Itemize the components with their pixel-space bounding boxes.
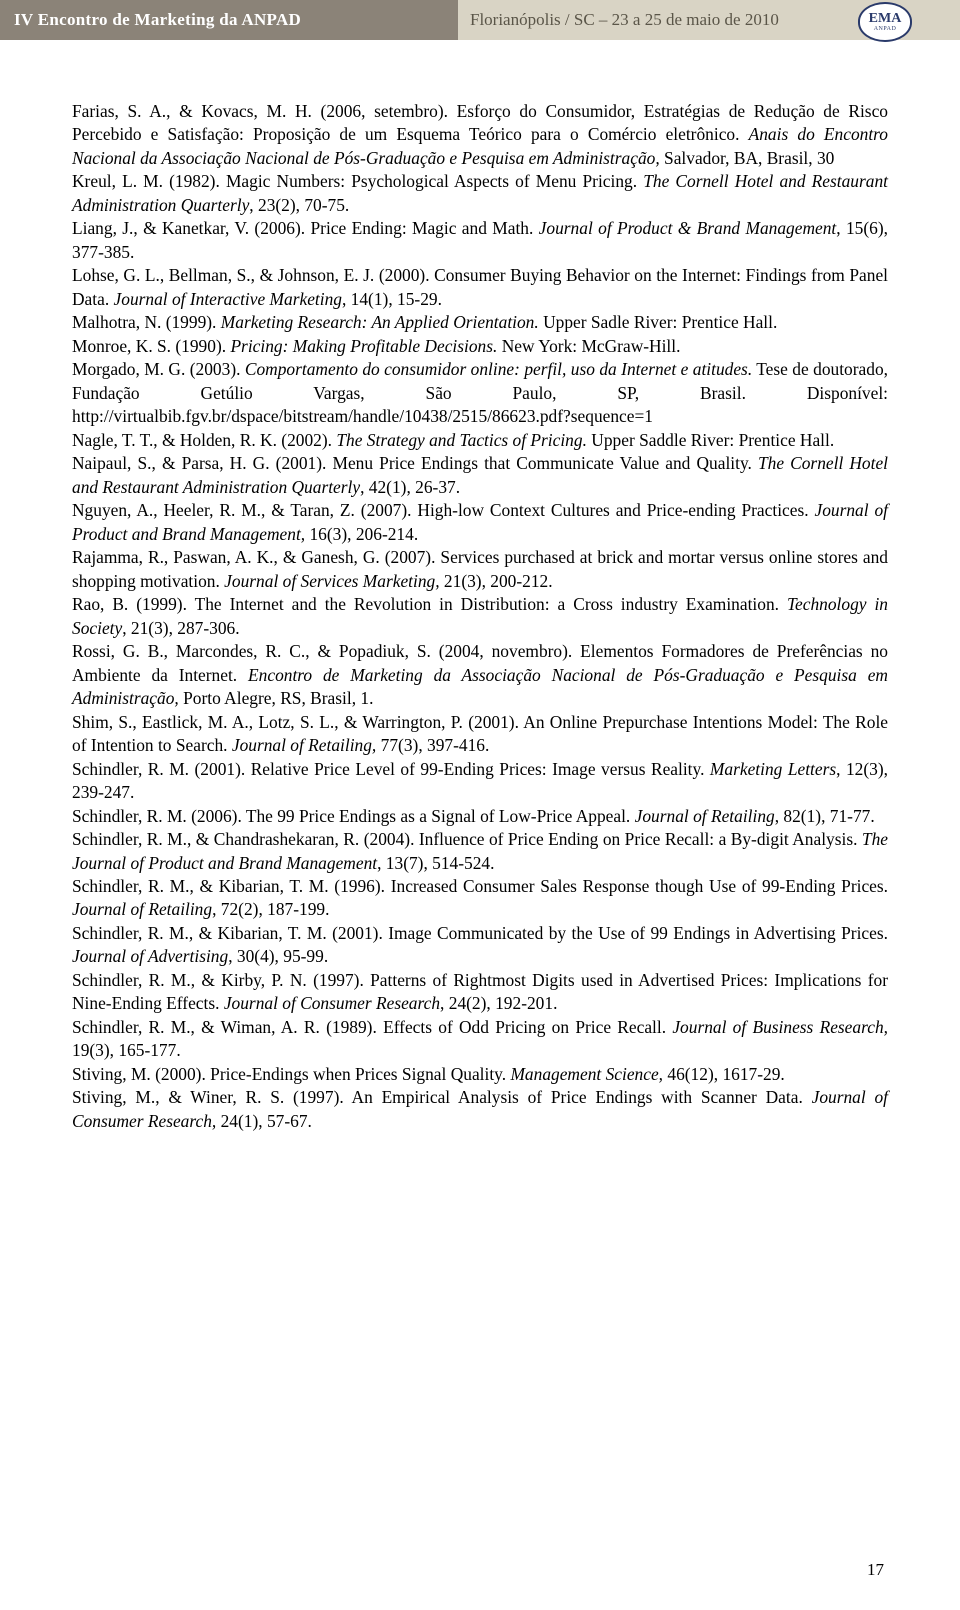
header-title-left: IV Encontro de Marketing da ANPAD	[0, 0, 458, 40]
ref-italic: Comportamento do consumidor online: perf…	[245, 359, 752, 379]
ref-italic: Journal of Retailing,	[232, 735, 376, 755]
page-number: 17	[867, 1560, 884, 1580]
ref-pre: Nagle, T. T., & Holden, R. K. (2002).	[72, 430, 336, 450]
ref-pre: Schindler, R. M. (2001). Relative Price …	[72, 759, 710, 779]
reference-entry: Schindler, R. M., & Kibarian, T. M. (200…	[72, 922, 888, 969]
ref-post: , 21(3), 287-306.	[122, 618, 239, 638]
ref-post: , 23(2), 70-75.	[249, 195, 349, 215]
ref-post: 21(3), 200-212.	[440, 571, 553, 591]
reference-entry: Schindler, R. M., & Chandrashekaran, R. …	[72, 828, 888, 875]
reference-entry: Monroe, K. S. (1990). Pricing: Making Pr…	[72, 335, 888, 358]
ref-pre: Schindler, R. M., & Kibarian, T. M. (199…	[72, 876, 888, 896]
ref-post: 77(3), 397-416.	[376, 735, 489, 755]
reference-entry: Kreul, L. M. (1982). Magic Numbers: Psyc…	[72, 170, 888, 217]
ema-logo: EMA ANPAD	[858, 2, 912, 42]
ref-pre: Stiving, M. (2000). Price-Endings when P…	[72, 1064, 510, 1084]
reference-entry: Farias, S. A., & Kovacs, M. H. (2006, se…	[72, 100, 888, 170]
reference-entry: Schindler, R. M. (2001). Relative Price …	[72, 758, 888, 805]
ref-pre: Stiving, M., & Winer, R. S. (1997). An E…	[72, 1087, 812, 1107]
reference-entry: Stiving, M., & Winer, R. S. (1997). An E…	[72, 1086, 888, 1133]
reference-entry: Rajamma, R., Paswan, A. K., & Ganesh, G.…	[72, 546, 888, 593]
reference-entry: Schindler, R. M., & Wiman, A. R. (1989).…	[72, 1016, 888, 1063]
ref-italic: Pricing: Making Profitable Decisions.	[230, 336, 497, 356]
ref-pre: Malhotra, N. (1999).	[72, 312, 221, 332]
reference-entry: Morgado, M. G. (2003). Comportamento do …	[72, 358, 888, 428]
ref-pre: Schindler, R. M., & Wiman, A. R. (1989).…	[72, 1017, 672, 1037]
reference-entry: Schindler, R. M., & Kibarian, T. M. (199…	[72, 875, 888, 922]
reference-entry: Malhotra, N. (1999). Marketing Research:…	[72, 311, 888, 334]
ref-post: , 24(2), 192-201.	[440, 993, 557, 1013]
reference-entry: Schindler, R. M., & Kirby, P. N. (1997).…	[72, 969, 888, 1016]
ref-post: New York: McGraw-Hill.	[497, 336, 680, 356]
ref-italic: The Strategy and Tactics of Pricing.	[336, 430, 587, 450]
ref-post: Upper Sadle River: Prentice Hall.	[539, 312, 778, 332]
ref-pre: Schindler, R. M. (2006). The 99 Price En…	[72, 806, 635, 826]
reference-entry: Shim, S., Eastlick, M. A., Lotz, S. L., …	[72, 711, 888, 758]
ref-italic: Journal of Retailing	[635, 806, 775, 826]
reference-entry: Rao, B. (1999). The Internet and the Rev…	[72, 593, 888, 640]
reference-entry: Nagle, T. T., & Holden, R. K. (2002). Th…	[72, 429, 888, 452]
logo-sub-text: ANPAD	[874, 26, 897, 32]
ref-italic: Journal of Consumer Research	[224, 993, 440, 1013]
ref-post: , 14(1), 15-29.	[342, 289, 442, 309]
logo-main-text: EMA	[869, 12, 902, 26]
ref-post: Upper Saddle River: Prentice Hall.	[587, 430, 834, 450]
ref-post: 19(3), 165-177.	[72, 1040, 181, 1060]
reference-entry: Schindler, R. M. (2006). The 99 Price En…	[72, 805, 888, 828]
header-title-right: Florianópolis / SC – 23 a 25 de maio de …	[458, 0, 960, 40]
ref-pre: Rao, B. (1999). The Internet and the Rev…	[72, 594, 787, 614]
ref-post: , 72(2), 187-199.	[212, 899, 329, 919]
ref-post: Salvador, BA, Brasil, 30	[660, 148, 835, 168]
ref-italic: Journal of Business Research,	[672, 1017, 888, 1037]
reference-entry: Stiving, M. (2000). Price-Endings when P…	[72, 1063, 888, 1086]
ref-post: , 82(1), 71-77.	[775, 806, 875, 826]
ref-post: 24(1), 57-67.	[216, 1111, 312, 1131]
ref-post: , 30(4), 95-99.	[228, 946, 328, 966]
ref-italic: Management Science,	[510, 1064, 663, 1084]
ref-italic: Journal of Product & Brand Management	[539, 218, 837, 238]
page-header: IV Encontro de Marketing da ANPAD Floria…	[0, 0, 960, 40]
ref-italic: Journal of Advertising	[72, 946, 228, 966]
ref-post: 46(12), 1617-29.	[663, 1064, 785, 1084]
ref-pre: Monroe, K. S. (1990).	[72, 336, 230, 356]
reference-entry: Liang, J., & Kanetkar, V. (2006). Price …	[72, 217, 888, 264]
reference-entry: Lohse, G. L., Bellman, S., & Johnson, E.…	[72, 264, 888, 311]
header-right-text: Florianópolis / SC – 23 a 25 de maio de …	[470, 10, 779, 30]
references-block: Farias, S. A., & Kovacs, M. H. (2006, se…	[0, 40, 960, 1133]
ref-post: 16(3), 206-214.	[305, 524, 418, 544]
ref-post: Porto Alegre, RS, Brasil, 1.	[179, 688, 374, 708]
ref-italic: Journal of Retailing	[72, 899, 212, 919]
reference-entry: Nguyen, A., Heeler, R. M., & Taran, Z. (…	[72, 499, 888, 546]
ref-pre: Nguyen, A., Heeler, R. M., & Taran, Z. (…	[72, 500, 814, 520]
ref-italic: Journal of Services Marketing,	[224, 571, 439, 591]
ref-pre: Liang, J., & Kanetkar, V. (2006). Price …	[72, 218, 539, 238]
ref-pre: Naipaul, S., & Parsa, H. G. (2001). Menu…	[72, 453, 758, 473]
ref-pre: Schindler, R. M., & Kibarian, T. M. (200…	[72, 923, 888, 943]
ref-italic: Marketing Letters	[710, 759, 836, 779]
ref-pre: Kreul, L. M. (1982). Magic Numbers: Psyc…	[72, 171, 643, 191]
reference-entry: Rossi, G. B., Marcondes, R. C., & Popadi…	[72, 640, 888, 710]
ref-italic: Marketing Research: An Applied Orientati…	[221, 312, 539, 332]
reference-entry: Naipaul, S., & Parsa, H. G. (2001). Menu…	[72, 452, 888, 499]
ref-italic: Journal of Interactive Marketing	[114, 289, 342, 309]
ref-pre: Schindler, R. M., & Chandrashekaran, R. …	[72, 829, 862, 849]
ref-post: , 42(1), 26-37.	[360, 477, 460, 497]
ref-pre: Morgado, M. G. (2003).	[72, 359, 245, 379]
ref-post: , 13(7), 514-524.	[377, 853, 494, 873]
